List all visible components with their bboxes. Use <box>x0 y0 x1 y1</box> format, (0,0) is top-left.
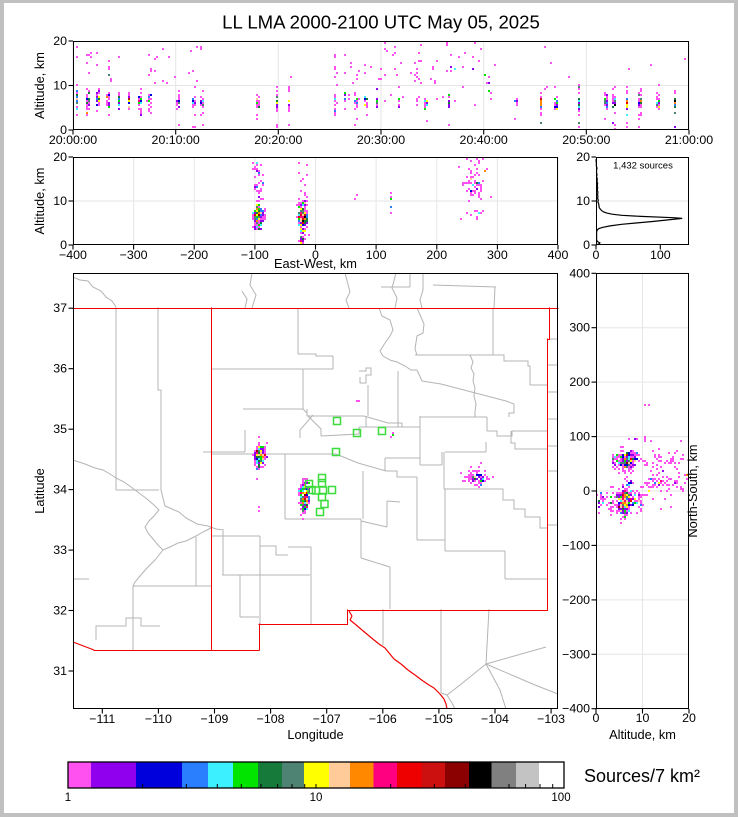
svg-text:0: 0 <box>583 484 590 498</box>
svg-text:−109: −109 <box>201 712 229 726</box>
svg-text:100: 100 <box>551 792 570 804</box>
svg-text:34: 34 <box>53 483 67 497</box>
svg-text:−200: −200 <box>180 248 208 262</box>
svg-text:37: 37 <box>53 301 67 315</box>
svg-text:20:50:00: 20:50:00 <box>562 133 610 147</box>
svg-text:21:00:00: 21:00:00 <box>665 133 713 147</box>
svg-text:0: 0 <box>312 248 319 262</box>
svg-text:Altitude, km: Altitude, km <box>609 727 676 742</box>
svg-text:300: 300 <box>569 321 590 335</box>
svg-text:20: 20 <box>682 711 696 725</box>
svg-text:−107: −107 <box>313 712 341 726</box>
svg-text:10: 10 <box>636 711 650 725</box>
svg-text:−103: −103 <box>537 712 565 726</box>
svg-text:1: 1 <box>65 792 71 804</box>
svg-text:Altitude, km: Altitude, km <box>32 168 47 235</box>
svg-text:Latitude: Latitude <box>32 468 47 514</box>
svg-text:100: 100 <box>366 248 387 262</box>
svg-text:1,432 sources: 1,432 sources <box>613 161 673 172</box>
svg-text:−105: −105 <box>425 712 453 726</box>
svg-text:100: 100 <box>569 430 590 444</box>
svg-text:31: 31 <box>53 664 67 678</box>
svg-text:20: 20 <box>53 150 67 164</box>
svg-text:−300: −300 <box>562 647 590 661</box>
svg-text:0: 0 <box>593 248 600 262</box>
svg-text:−300: −300 <box>120 248 148 262</box>
svg-text:Longitude: Longitude <box>287 727 343 742</box>
svg-text:−106: −106 <box>369 712 397 726</box>
svg-text:−111: −111 <box>89 712 115 726</box>
svg-text:−104: −104 <box>481 712 509 726</box>
svg-text:0: 0 <box>593 711 600 725</box>
svg-text:0: 0 <box>583 238 590 252</box>
svg-text:33: 33 <box>53 543 67 557</box>
svg-text:32: 32 <box>53 604 67 618</box>
svg-text:0: 0 <box>60 238 67 252</box>
svg-text:36: 36 <box>53 362 67 376</box>
svg-text:10: 10 <box>310 792 323 804</box>
svg-text:10: 10 <box>53 79 67 93</box>
svg-text:−400: −400 <box>59 248 87 262</box>
svg-text:20:40:00: 20:40:00 <box>460 133 508 147</box>
svg-text:20:00:00: 20:00:00 <box>49 133 97 147</box>
svg-text:Sources/7 km²: Sources/7 km² <box>584 766 700 786</box>
svg-text:10: 10 <box>576 194 590 208</box>
svg-text:−200: −200 <box>562 593 590 607</box>
svg-text:10: 10 <box>53 194 67 208</box>
svg-text:−108: −108 <box>257 712 285 726</box>
svg-text:200: 200 <box>426 248 447 262</box>
svg-text:400: 400 <box>548 248 569 262</box>
svg-text:North-South, km: North-South, km <box>685 444 700 537</box>
svg-text:35: 35 <box>53 422 67 436</box>
svg-text:100: 100 <box>650 248 671 262</box>
svg-text:20:20:00: 20:20:00 <box>254 133 302 147</box>
svg-text:20:10:00: 20:10:00 <box>152 133 200 147</box>
svg-text:East-West, km: East-West, km <box>274 256 357 271</box>
svg-text:300: 300 <box>487 248 508 262</box>
svg-text:−100: −100 <box>241 248 269 262</box>
svg-text:LL LMA 2000-2100 UTC May 05, 2: LL LMA 2000-2100 UTC May 05, 2025 <box>222 12 540 33</box>
svg-text:200: 200 <box>569 375 590 389</box>
svg-text:20: 20 <box>53 34 67 48</box>
svg-text:Altitude, km: Altitude, km <box>32 52 47 119</box>
svg-text:−110: −110 <box>145 712 172 726</box>
svg-text:20:30:00: 20:30:00 <box>357 133 405 147</box>
svg-text:−100: −100 <box>562 538 590 552</box>
svg-text:−400: −400 <box>562 702 590 716</box>
svg-text:20: 20 <box>576 150 590 164</box>
svg-text:0: 0 <box>60 123 67 137</box>
svg-text:400: 400 <box>569 266 590 280</box>
